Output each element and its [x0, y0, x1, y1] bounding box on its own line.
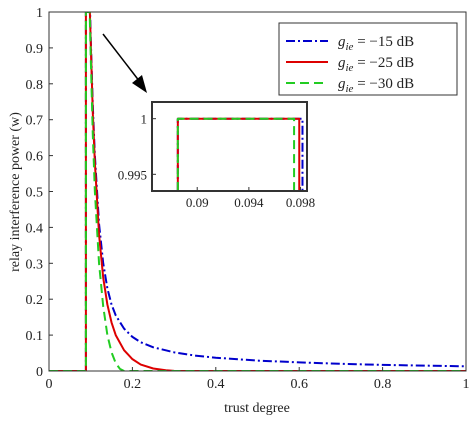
y-tick-label: 0.2	[26, 293, 44, 308]
x-tick-label: 0.4	[207, 377, 225, 392]
x-tick-label: 0	[46, 377, 53, 392]
inset-x-tick-label: 0.094	[234, 195, 264, 210]
inset-x-tick-label: 0.098	[286, 195, 315, 210]
y-tick-label: 0.9	[26, 42, 44, 57]
inset-y-tick-label: 0.995	[118, 167, 147, 182]
y-tick-label: 0.7	[26, 114, 44, 129]
legend-label-0: gie = −15 dB	[338, 34, 414, 53]
x-tick-label: 0.2	[124, 377, 142, 392]
x-axis-label: trust degree	[224, 401, 290, 416]
x-axis-ticks: 0 0.2 0.4 0.6 0.8 1	[46, 367, 470, 392]
y-axis-ticks: 0 0.1 0.2 0.3 0.4 0.5 0.6 0.7 0.8 0.9 1	[26, 6, 53, 380]
y-tick-label: 0.4	[26, 221, 44, 236]
zoom-arrow	[102, 33, 147, 93]
inset-background	[152, 102, 307, 191]
legend: gie = −15 dB gie = −25 dB gie = −30 dB	[278, 22, 458, 96]
y-tick-label: 1	[36, 6, 43, 21]
inset-x-tick-label: 0.09	[186, 195, 209, 210]
y-tick-label: 0.8	[26, 78, 44, 93]
legend-label-2: gie = −30 dB	[338, 76, 414, 95]
inset-series-group	[176, 117, 304, 191]
x-tick-label: 0.8	[374, 377, 392, 392]
main-series-group	[49, 12, 466, 371]
inset-series-line-2	[176, 117, 296, 191]
y-tick-label: 0.5	[26, 186, 44, 201]
main-series-line-2	[49, 12, 466, 371]
y-tick-label: 0.3	[26, 257, 44, 272]
inset-y-axis-ticks: 0.995 1	[118, 112, 156, 182]
inset-frame	[151, 101, 308, 192]
legend-label-1: gie = −25 dB	[338, 55, 414, 74]
inset-chart: 0.09 0.094 0.098 0.995 1	[118, 101, 315, 210]
x-tick-label: 1	[463, 377, 470, 392]
inset-x-axis-ticks: 0.09 0.094 0.098	[186, 187, 315, 210]
x-tick-label: 0.6	[290, 377, 308, 392]
y-tick-label: 0.6	[26, 150, 44, 165]
main-series-line-1	[49, 12, 466, 371]
inset-y-tick-label: 1	[141, 112, 148, 127]
y-axis-label: relay interference power (w)	[8, 112, 23, 272]
y-tick-label: 0.1	[26, 329, 44, 344]
legend-items: gie = −15 dB gie = −25 dB gie = −30 dB	[286, 34, 414, 95]
y-tick-label: 0	[36, 365, 43, 380]
